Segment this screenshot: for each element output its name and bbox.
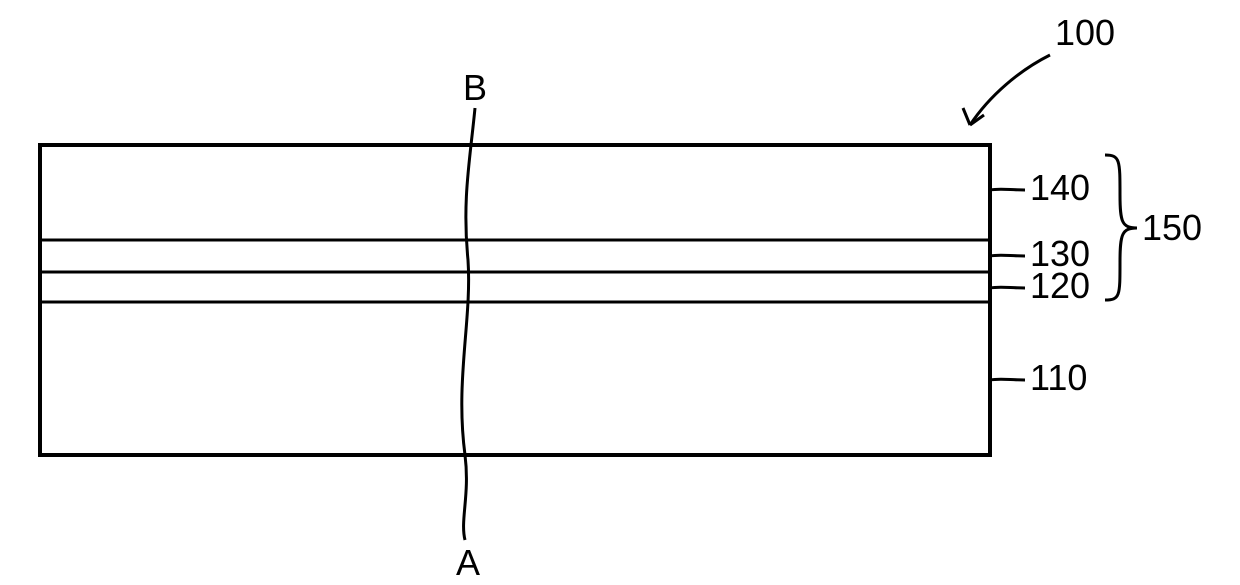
leader-130 bbox=[990, 255, 1025, 256]
leader-110 bbox=[990, 379, 1025, 380]
brace-150 bbox=[1105, 155, 1137, 300]
label-110: 110 bbox=[1030, 357, 1087, 398]
label-140: 140 bbox=[1030, 167, 1090, 208]
marker-a: A bbox=[456, 542, 480, 583]
label-150: 150 bbox=[1142, 207, 1202, 248]
label-120: 120 bbox=[1030, 265, 1090, 306]
layer-diagram: B A 100 140 130 120 110 150 bbox=[0, 0, 1240, 585]
assembly-label-100: 100 bbox=[1055, 12, 1115, 53]
arrow-100-shaft bbox=[970, 55, 1050, 125]
stack-outline bbox=[40, 145, 990, 455]
leader-140 bbox=[990, 189, 1025, 190]
marker-b: B bbox=[463, 67, 487, 108]
section-line-ab bbox=[462, 108, 475, 540]
leader-120 bbox=[990, 287, 1025, 288]
